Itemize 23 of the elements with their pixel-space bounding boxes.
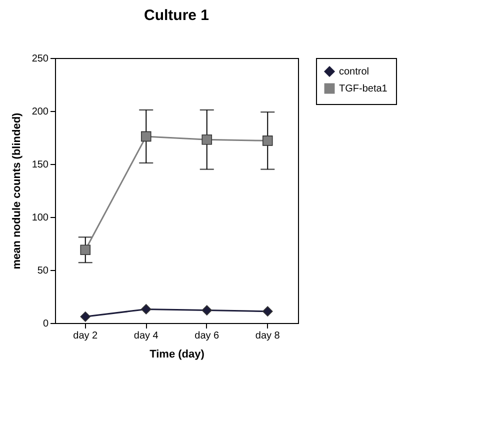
x-tick-label: day 4: [134, 330, 159, 342]
x-tick-label: day 2: [73, 330, 98, 342]
y-tick-label: 250: [32, 54, 49, 64]
legend-label: control: [339, 66, 370, 78]
x-axis-title: Time (day): [150, 348, 205, 360]
y-tick-label: 200: [32, 106, 49, 118]
x-tick-label: day 8: [255, 330, 280, 342]
point: [202, 305, 212, 316]
y-tick-label: 50: [37, 266, 49, 276]
point: [80, 311, 91, 322]
y-tick-label: 100: [32, 212, 49, 224]
point: [262, 136, 273, 146]
point: [202, 134, 212, 145]
point: [140, 131, 152, 142]
legend-label: TGF-beta1: [339, 84, 388, 94]
point: [262, 306, 273, 316]
y-tick-label: 150: [32, 160, 49, 170]
y-tick-label: 0: [42, 318, 49, 330]
point: [140, 304, 152, 314]
x-tick-label: day 6: [194, 330, 220, 342]
y-axis-title: mean nodule counts (blinded): [10, 112, 23, 270]
point: [80, 244, 91, 256]
chart-title: Culture 1: [144, 7, 210, 24]
